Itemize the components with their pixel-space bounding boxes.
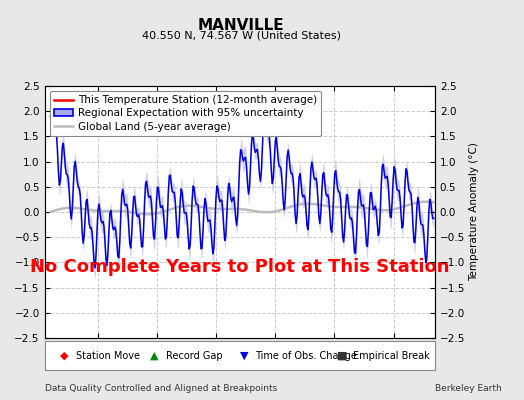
Legend: This Temperature Station (12-month average), Regional Expectation with 95% uncer: This Temperature Station (12-month avera… (50, 91, 321, 136)
Text: Time of Obs. Change: Time of Obs. Change (255, 350, 357, 361)
Text: Berkeley Earth: Berkeley Earth (435, 384, 501, 393)
Text: Data Quality Controlled and Aligned at Breakpoints: Data Quality Controlled and Aligned at B… (45, 384, 277, 393)
Text: ▼: ▼ (239, 350, 248, 361)
Text: No Complete Years to Plot at This Station: No Complete Years to Plot at This Statio… (30, 258, 450, 276)
Y-axis label: Temperature Anomaly (°C): Temperature Anomaly (°C) (470, 142, 479, 282)
Text: ▲: ▲ (150, 350, 158, 361)
Text: ◆: ◆ (60, 350, 69, 361)
Text: 40.550 N, 74.567 W (United States): 40.550 N, 74.567 W (United States) (141, 30, 341, 40)
Text: ■: ■ (337, 350, 348, 361)
Text: MANVILLE: MANVILLE (198, 18, 285, 33)
Text: Record Gap: Record Gap (166, 350, 222, 361)
Text: Empirical Break: Empirical Break (353, 350, 430, 361)
Text: Station Move: Station Move (76, 350, 140, 361)
